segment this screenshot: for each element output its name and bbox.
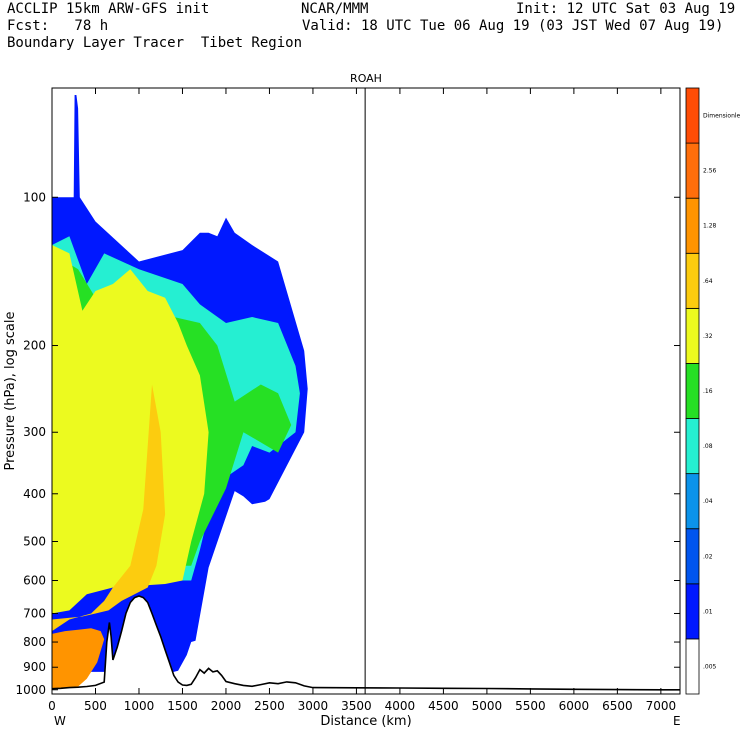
colorbar-label: Dimensionless [703, 113, 740, 120]
x-tick-label: 1500 [167, 699, 198, 713]
colorbar-swatch [685, 528, 700, 585]
x-tick-label: 7000 [646, 699, 677, 713]
x-axis-label: Distance (km) [320, 714, 411, 729]
y-tick-label: 400 [23, 487, 46, 501]
colorbar-swatch [685, 252, 700, 309]
y-tick-label: 600 [23, 574, 46, 588]
x-tick-label: 3000 [298, 699, 329, 713]
header-line3-left: Boundary Layer Tracer Tibet Region [7, 35, 303, 51]
y-tick-label: 900 [23, 660, 46, 674]
header-line2-left: Fcst: 78 h [7, 18, 109, 34]
x-tick-label: 5000 [472, 699, 503, 713]
x-tick-label: 1000 [124, 699, 155, 713]
y-axis-label: Pressure (hPa), log scale [3, 312, 18, 471]
y-tick-label: 700 [23, 606, 46, 620]
y-axis-ticks: 100 200 300 400 500 600 700 800 900 1000 [15, 190, 680, 697]
y-tick-label: 500 [23, 535, 46, 549]
colorbar-swatch [685, 87, 700, 144]
y-tick-label: 200 [23, 339, 46, 353]
x-tick-label: 3500 [341, 699, 372, 713]
tracer-region-5 [52, 628, 105, 689]
terrain-layer [52, 595, 680, 694]
x-tick-label: 0 [48, 699, 56, 713]
y-tick-label: 800 [23, 635, 46, 649]
tracer-region-4 [52, 384, 166, 632]
x-axis-west-label: W [54, 714, 66, 728]
colorbar-swatch [685, 418, 700, 475]
colorbar-label: .04 [703, 498, 713, 505]
colorbar-label: .32 [703, 333, 713, 340]
x-tick-label: 500 [84, 699, 107, 713]
terrain-line [52, 595, 680, 691]
colorbar-swatch [685, 307, 700, 364]
y-tick-label: 100 [23, 190, 46, 204]
colorbar-label: .16 [703, 388, 713, 395]
x-axis-east-label: E [673, 714, 681, 728]
plot-frame [51, 87, 681, 695]
header-line1-right: Init: 12 UTC Sat 03 Aug 19 [516, 1, 736, 17]
colorbar: .005 .01 .02 .04 .08 .16 .32 .64 1.28 2.56 Dimensi… [685, 87, 740, 695]
x-tick-label: 6000 [559, 699, 590, 713]
colorbar-swatch [685, 363, 700, 419]
colorbar-label: .64 [703, 278, 713, 285]
x-tick-label: 6500 [602, 699, 633, 713]
x-axis-ticks: 0 500 1000 1500 2000 2500 3000 3500 4000 4500 5000… [48, 88, 676, 713]
chart-title: ROAH [350, 72, 382, 85]
x-tick-label: 2500 [254, 699, 285, 713]
header-line2-right: Valid: 18 UTC Tue 06 Aug 19 (03 JST Wed … [302, 18, 724, 34]
colorbar-label: .005 [703, 663, 717, 670]
x-tick-label: 4000 [385, 699, 416, 713]
colorbar-swatch [685, 142, 700, 199]
colorbar-label: .08 [703, 443, 713, 450]
y-tick-label: 1000 [15, 683, 46, 697]
y-tick-label: 300 [23, 425, 46, 439]
tracer-region-3 [52, 245, 209, 614]
colorbar-swatch [685, 638, 700, 695]
x-tick-label: 4500 [428, 699, 459, 713]
x-tick-label: 2000 [211, 699, 242, 713]
colorbar-swatch [685, 473, 700, 530]
colorbar-label: .02 [703, 553, 713, 560]
tracer-layer [52, 95, 308, 689]
header-line1-center: NCAR/MMM [301, 1, 369, 17]
colorbar-label: .01 [703, 608, 713, 615]
colorbar-swatch [685, 583, 700, 640]
header-line1-left: ACCLIP 15km ARW-GFS init [7, 1, 210, 17]
colorbar-label: 1.28 [703, 223, 717, 230]
colorbar-swatch [685, 197, 700, 254]
x-tick-label: 5500 [515, 699, 546, 713]
colorbar-label: 2.56 [703, 168, 717, 175]
